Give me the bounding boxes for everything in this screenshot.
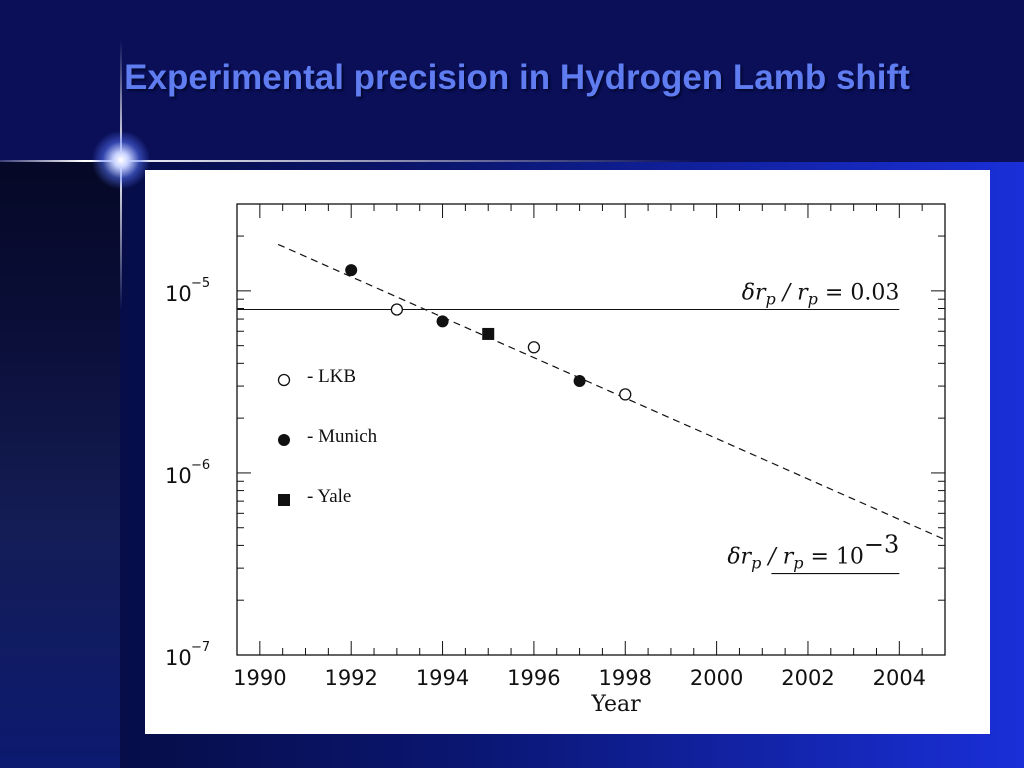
title-band bbox=[0, 0, 1024, 162]
trend-line bbox=[277, 243, 946, 541]
legend-label: - Yale bbox=[307, 486, 351, 507]
light-flare-icon bbox=[92, 131, 150, 189]
data-point bbox=[573, 374, 586, 387]
x-tick-label: 1998 bbox=[599, 666, 652, 690]
x-tick-label: 2002 bbox=[781, 666, 834, 690]
reference-line-label: δrp / rp = 0.03 bbox=[742, 281, 900, 309]
y-tick-label: 10 bbox=[165, 646, 192, 670]
plot-frame bbox=[236, 203, 946, 656]
legend-marker bbox=[278, 434, 290, 446]
legend-marker bbox=[278, 494, 290, 506]
y-tick-label: 10 bbox=[165, 464, 192, 488]
chart-panel: - LKB - Munich - Yale 1990 1992 1994 1996 1998… bbox=[145, 170, 990, 734]
data-point bbox=[619, 388, 632, 401]
data-point bbox=[527, 341, 541, 354]
left-band bbox=[0, 162, 120, 768]
reference-line-label: δrp / rp = 10−3 bbox=[727, 531, 899, 573]
data-point bbox=[390, 303, 404, 316]
chart: - LKB - Munich - Yale 1990 1992 1994 1996 1998… bbox=[165, 203, 946, 717]
legend-label: - LKB bbox=[307, 366, 356, 387]
data-point bbox=[436, 315, 449, 328]
legend-label: - Munich bbox=[307, 426, 378, 447]
slide-title: Experimental precision in Hydrogen Lamb … bbox=[124, 58, 910, 97]
y-tick-label: 10 bbox=[165, 282, 192, 306]
x-tick-label: 1992 bbox=[324, 666, 377, 690]
data-point bbox=[482, 327, 495, 340]
legend-marker bbox=[277, 373, 291, 387]
x-tick-label: 2000 bbox=[690, 666, 743, 690]
data-point bbox=[345, 264, 358, 277]
x-tick-label: 2004 bbox=[873, 666, 926, 690]
x-tick-label: 1996 bbox=[507, 666, 560, 690]
decorative-horizontal-line bbox=[0, 160, 700, 162]
x-axis-label: Year bbox=[590, 692, 641, 717]
x-tick-label: 1990 bbox=[233, 666, 286, 690]
y-tick-label-exponent: −7 bbox=[191, 640, 210, 655]
y-tick-label-exponent: −5 bbox=[191, 276, 210, 291]
y-tick-label-exponent: −6 bbox=[191, 458, 210, 473]
x-tick-label: 1994 bbox=[416, 666, 469, 690]
